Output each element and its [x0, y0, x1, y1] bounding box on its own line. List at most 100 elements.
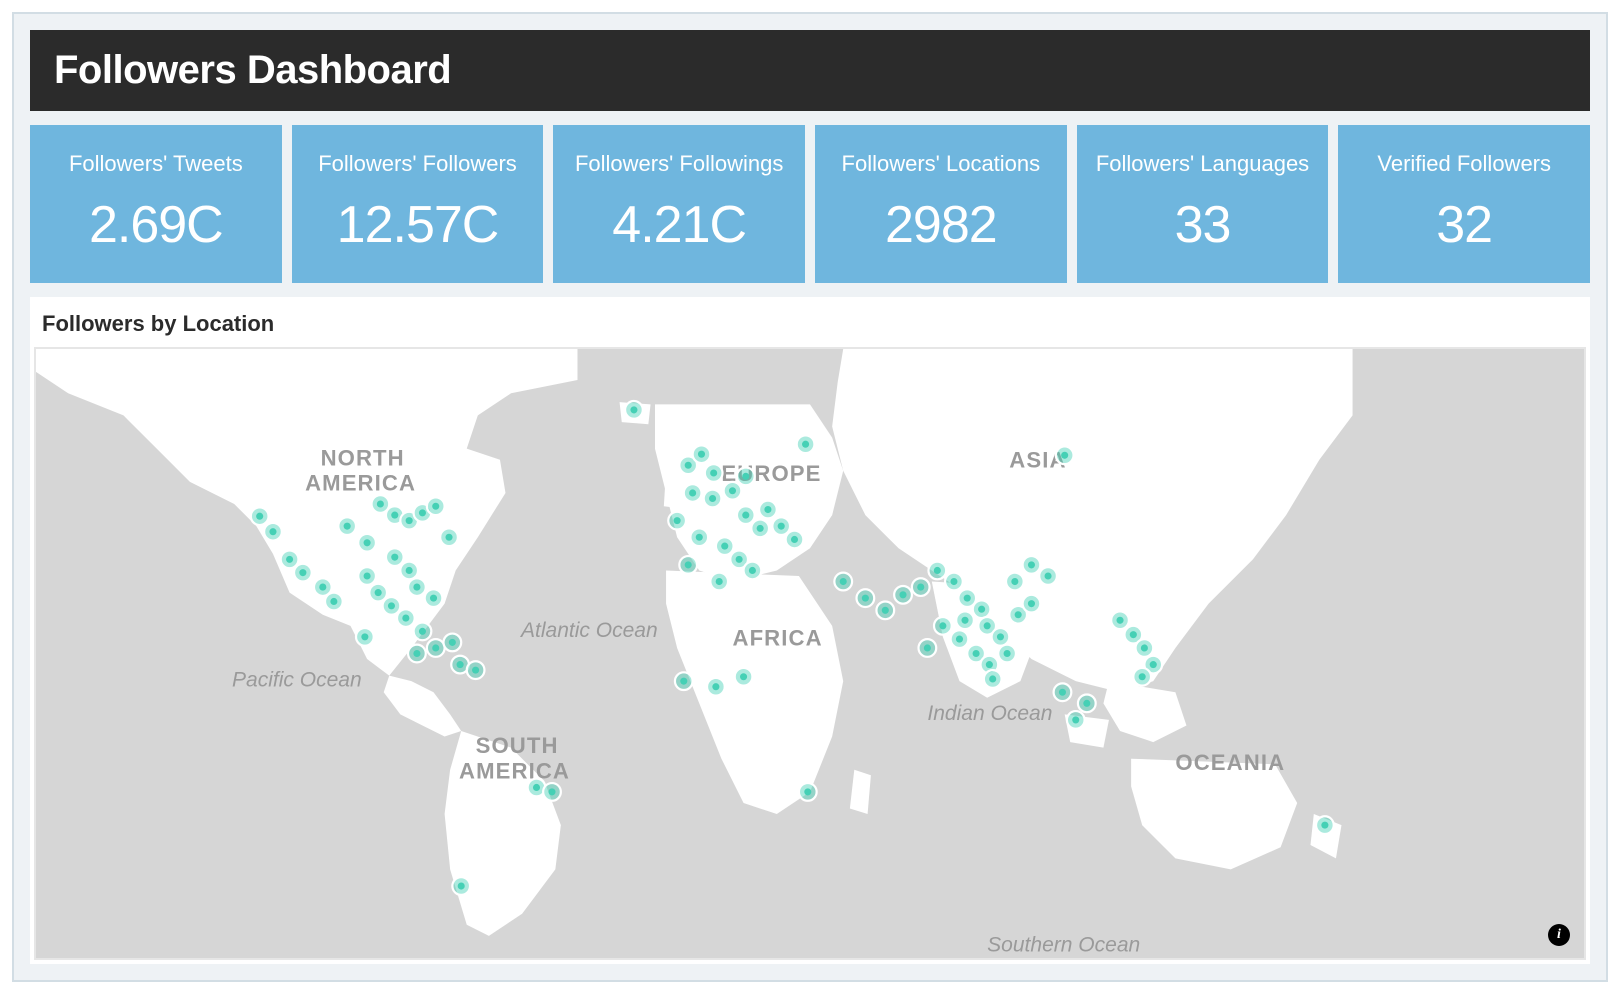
map-marker[interactable] — [251, 507, 269, 525]
metric-label: Followers' Tweets — [69, 151, 243, 177]
map-title: Followers by Location — [30, 297, 1590, 347]
map-marker[interactable] — [1023, 595, 1041, 613]
map-marker[interactable] — [467, 661, 485, 679]
metric-card-followings[interactable]: Followers' Followings 4.21C — [553, 125, 805, 283]
map-marker[interactable] — [684, 484, 702, 502]
map-marker[interactable] — [452, 877, 470, 895]
map-marker[interactable] — [716, 537, 734, 555]
metric-card-locations[interactable]: Followers' Locations 2982 — [815, 125, 1067, 283]
map-panel: Followers by Location NORTHAMERICAEUROPE… — [30, 297, 1590, 964]
map-marker[interactable] — [956, 611, 974, 629]
metric-value: 12.57C — [337, 195, 499, 255]
map-marker[interactable] — [724, 482, 742, 500]
map-marker[interactable] — [1111, 611, 1129, 629]
land-mass — [666, 570, 843, 814]
map-marker[interactable] — [737, 467, 755, 485]
map-marker[interactable] — [440, 528, 458, 546]
map-marker[interactable] — [797, 435, 815, 453]
metric-value: 2982 — [885, 195, 997, 255]
map-marker[interactable] — [751, 520, 769, 538]
map-marker[interactable] — [1023, 556, 1041, 574]
map-marker[interactable] — [356, 628, 374, 646]
map-marker[interactable] — [427, 497, 445, 515]
map-marker[interactable] — [625, 401, 643, 419]
land-mass — [36, 349, 577, 676]
metric-card-verified[interactable]: Verified Followers 32 — [1338, 125, 1590, 283]
metric-label: Followers' Locations — [842, 151, 1041, 177]
map-marker[interactable] — [1136, 639, 1154, 657]
map-marker[interactable] — [679, 556, 697, 574]
map-marker[interactable] — [338, 517, 356, 535]
map-marker[interactable] — [668, 512, 686, 530]
map-marker[interactable] — [397, 609, 415, 627]
map-marker[interactable] — [744, 562, 762, 580]
map-marker[interactable] — [443, 634, 461, 652]
map-marker[interactable] — [294, 564, 312, 582]
map-marker[interactable] — [264, 523, 282, 541]
map-marker[interactable] — [1078, 694, 1096, 712]
map-marker[interactable] — [786, 531, 804, 549]
world-map[interactable]: NORTHAMERICAEUROPEASIAAFRICASOUTHAMERICA… — [36, 349, 1584, 958]
map-marker[interactable] — [834, 573, 852, 591]
map-marker[interactable] — [998, 645, 1016, 663]
map-marker[interactable] — [735, 668, 753, 686]
metric-card-tweets[interactable]: Followers' Tweets 2.69C — [30, 125, 282, 283]
map-marker[interactable] — [919, 639, 937, 657]
map-marker[interactable] — [386, 548, 404, 566]
map-marker[interactable] — [1039, 567, 1057, 585]
metric-label: Followers' Followings — [575, 151, 783, 177]
map-marker[interactable] — [1006, 573, 1024, 591]
map-marker[interactable] — [325, 593, 343, 611]
map-marker[interactable] — [772, 517, 790, 535]
map-marker[interactable] — [705, 464, 723, 482]
land-mass — [850, 770, 871, 814]
info-icon[interactable]: i — [1548, 924, 1570, 946]
map-marker[interactable] — [358, 534, 376, 552]
map-marker[interactable] — [876, 601, 894, 619]
map-marker[interactable] — [934, 617, 952, 635]
map-marker[interactable] — [737, 506, 755, 524]
map-marker[interactable] — [973, 600, 991, 618]
metric-label: Verified Followers — [1377, 151, 1551, 177]
map-marker[interactable] — [704, 490, 722, 508]
ocean-label: Indian Ocean — [927, 702, 1052, 725]
map-marker[interactable] — [992, 628, 1010, 646]
map-marker[interactable] — [912, 578, 930, 596]
map-marker[interactable] — [1133, 668, 1151, 686]
map-marker[interactable] — [369, 584, 387, 602]
map-marker[interactable] — [425, 589, 443, 607]
map-body[interactable]: NORTHAMERICAEUROPEASIAAFRICASOUTHAMERICA… — [34, 347, 1586, 960]
metric-card-languages[interactable]: Followers' Languages 33 — [1077, 125, 1329, 283]
map-marker[interactable] — [928, 562, 946, 580]
map-marker[interactable] — [690, 528, 708, 546]
continent-label: AMERICA — [305, 471, 416, 496]
map-marker[interactable] — [1067, 711, 1085, 729]
map-marker[interactable] — [383, 597, 401, 615]
map-marker[interactable] — [408, 645, 426, 663]
map-marker[interactable] — [759, 501, 777, 519]
map-marker[interactable] — [894, 586, 912, 604]
map-marker[interactable] — [543, 783, 561, 801]
map-marker[interactable] — [427, 639, 445, 657]
map-marker[interactable] — [1054, 683, 1072, 701]
map-marker[interactable] — [984, 670, 1002, 688]
map-marker[interactable] — [951, 630, 969, 648]
map-marker[interactable] — [281, 551, 299, 569]
map-marker[interactable] — [1316, 816, 1334, 834]
map-marker[interactable] — [799, 783, 817, 801]
map-marker[interactable] — [707, 678, 725, 696]
map-marker[interactable] — [414, 622, 432, 640]
map-marker[interactable] — [400, 562, 418, 580]
map-marker[interactable] — [945, 573, 963, 591]
map-marker[interactable] — [710, 573, 728, 591]
map-marker[interactable] — [675, 672, 693, 690]
continent-label: AMERICA — [459, 759, 570, 784]
dashboard-title: Followers Dashboard — [54, 48, 451, 92]
map-marker[interactable] — [408, 578, 426, 596]
map-marker[interactable] — [1056, 446, 1074, 464]
metric-card-followers[interactable]: Followers' Followers 12.57C — [292, 125, 544, 283]
map-marker[interactable] — [693, 445, 711, 463]
map-marker[interactable] — [358, 567, 376, 585]
map-marker[interactable] — [857, 589, 875, 607]
ocean-label: Atlantic Ocean — [519, 619, 658, 642]
